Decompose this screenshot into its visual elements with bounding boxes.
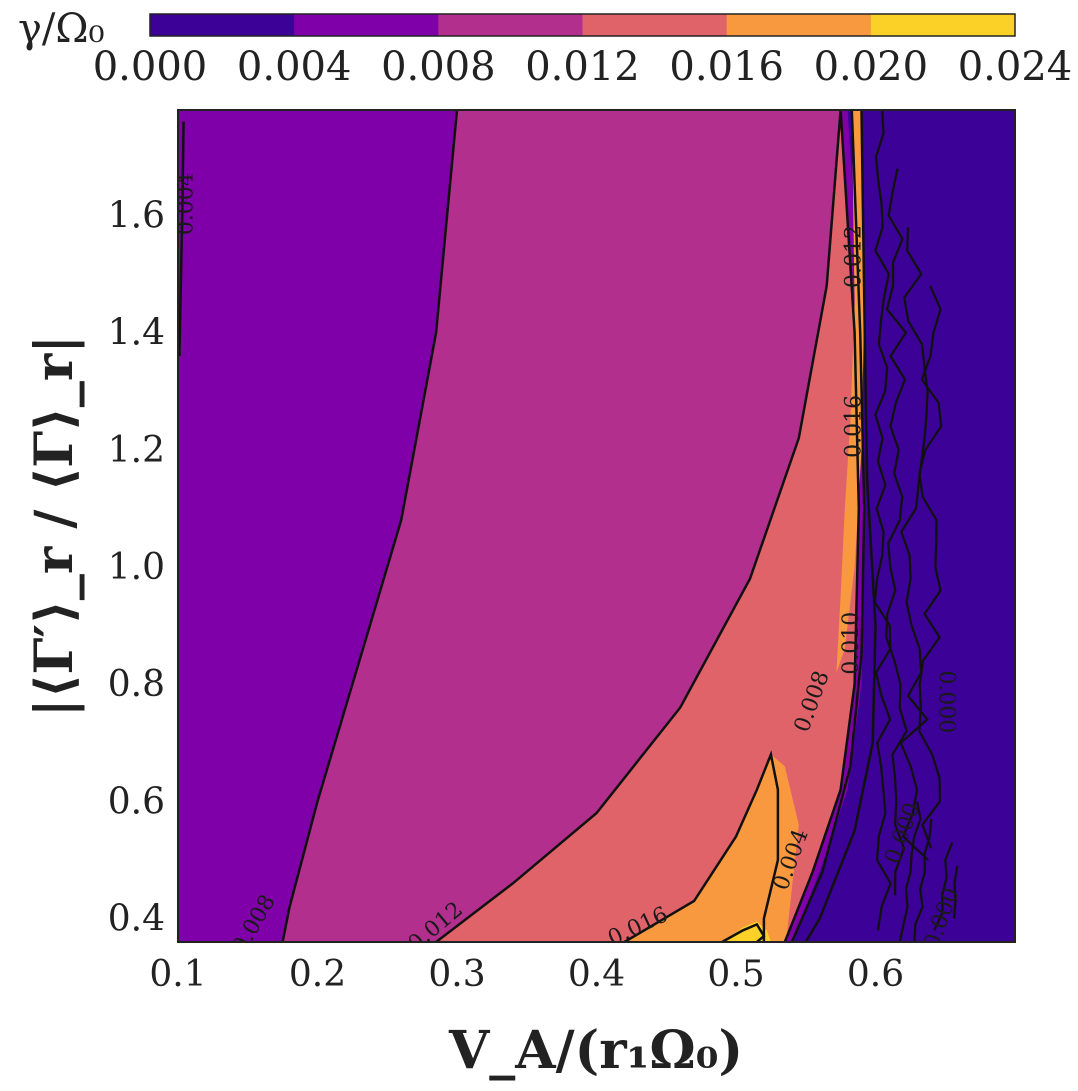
contour-label: 0.000 xyxy=(933,670,958,733)
colorbar-swatch xyxy=(582,14,728,36)
contour-line xyxy=(178,121,185,357)
colorbar-swatches xyxy=(150,14,1016,36)
y-tick-label: 0.8 xyxy=(108,664,165,705)
contour-line xyxy=(804,110,877,942)
colorbar-frame xyxy=(149,13,1016,37)
band-0-012-to-0-016 xyxy=(436,110,859,942)
plot-frame xyxy=(177,109,1016,943)
colorbar-tick-label: 0.008 xyxy=(381,44,496,90)
colorbar-swatch xyxy=(294,14,439,36)
y-tick-label: 1.4 xyxy=(108,313,165,354)
colorbar-tick-label: 0.000 xyxy=(93,44,208,90)
x-tick-labels: 0.1 0.2 0.3 0.4 0.5 0.6 xyxy=(149,954,904,995)
colorbar-label: γ/Ω₀ xyxy=(18,6,105,52)
colorbar-swatch xyxy=(150,14,295,36)
x-tick-label: 0.4 xyxy=(568,954,625,995)
y-tick-label: 1.0 xyxy=(108,547,165,588)
x-tick-label: 0.5 xyxy=(707,954,764,995)
colorbar-tick-label: 0.020 xyxy=(814,44,929,90)
contour-line xyxy=(435,110,842,942)
colorbar-tick-label: 0.016 xyxy=(669,44,784,90)
y-axis-label: |⟨Γ′⟩_r / ⟨Γ⟩_r| xyxy=(24,335,85,717)
y-tick-labels: 0.4 0.6 0.8 1.0 1.2 1.4 1.6 xyxy=(108,195,165,939)
colorbar-tick-label: 0.012 xyxy=(525,44,640,90)
y-tick-label: 1.2 xyxy=(108,430,165,471)
contour-line xyxy=(898,801,922,942)
contour-line xyxy=(873,110,892,931)
colorbar-swatch xyxy=(438,14,583,36)
contour-line xyxy=(281,110,459,942)
x-tick-label: 0.1 xyxy=(149,954,206,995)
colorbar-tick-label: 0.004 xyxy=(237,44,352,90)
y-tick-label: 0.6 xyxy=(108,781,165,822)
contour-line xyxy=(790,110,866,942)
x-tick-label: 0.3 xyxy=(428,954,485,995)
colorbar-tick-label: 0.024 xyxy=(958,44,1073,90)
contour-line xyxy=(913,818,933,942)
contour-label: 0.010 xyxy=(839,612,864,675)
colorbar-swatch xyxy=(726,14,872,36)
contour-line xyxy=(933,841,954,931)
contour-line xyxy=(623,750,780,942)
x-tick-label: 0.2 xyxy=(289,954,346,995)
y-tick-label: 1.6 xyxy=(108,195,165,236)
x-axis-label: V_A/(r₁Ω₀) xyxy=(448,1020,743,1081)
contour-lines-noisy xyxy=(873,110,959,942)
contour-line xyxy=(721,922,766,942)
colorbar-tick-labels: 0.000 0.004 0.008 0.012 0.016 0.020 0.024 xyxy=(93,44,1073,90)
colorbar-swatch xyxy=(870,14,1016,36)
contour-line xyxy=(952,865,959,919)
contour-line xyxy=(885,168,908,896)
band-0-016-to-0-020 xyxy=(624,754,799,942)
contour-label: 0.012 xyxy=(842,225,867,288)
contour-lines xyxy=(178,110,877,942)
colorbar: 0.000 0.004 0.008 0.012 0.016 0.020 0.024 γ/Ω₀ xyxy=(18,6,1072,90)
contour-line xyxy=(899,227,929,861)
contour-line xyxy=(918,285,943,849)
contour-label: 0.016 xyxy=(842,395,867,458)
x-tick-label: 0.6 xyxy=(847,954,904,995)
contour-line xyxy=(783,110,861,942)
y-tick-label: 0.4 xyxy=(108,899,165,940)
contour-label: 0.004 xyxy=(173,172,198,235)
